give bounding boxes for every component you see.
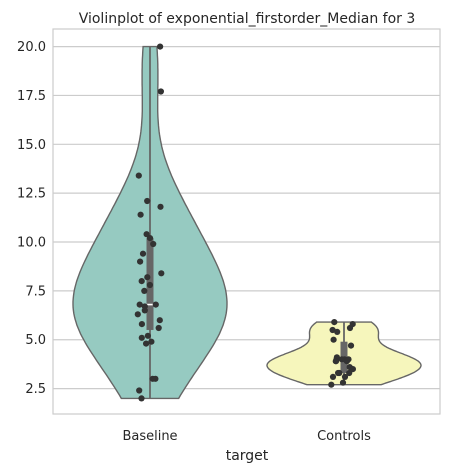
data-point bbox=[344, 358, 350, 364]
x-tick-label: Baseline bbox=[122, 429, 177, 444]
data-point bbox=[148, 339, 154, 345]
data-point bbox=[328, 382, 334, 388]
data-point bbox=[136, 173, 142, 179]
data-point bbox=[138, 212, 144, 218]
data-point bbox=[147, 282, 153, 288]
data-point bbox=[333, 358, 339, 364]
y-tick-label: 15.0 bbox=[17, 138, 46, 153]
data-point bbox=[158, 88, 164, 94]
data-point bbox=[153, 302, 159, 308]
data-point bbox=[139, 278, 145, 284]
data-point bbox=[330, 374, 336, 380]
x-axis-label: target bbox=[226, 448, 269, 464]
data-point bbox=[136, 387, 142, 393]
y-tick-label: 12.5 bbox=[17, 187, 46, 202]
data-point bbox=[143, 341, 149, 347]
chart-title: Violinplot of exponential_firstorder_Med… bbox=[79, 11, 416, 27]
data-point bbox=[348, 343, 354, 349]
data-point bbox=[139, 321, 145, 327]
data-point bbox=[144, 274, 150, 280]
data-point bbox=[140, 251, 146, 257]
data-point bbox=[139, 335, 145, 341]
data-point bbox=[141, 288, 147, 294]
data-point bbox=[137, 259, 143, 265]
y-tick-labels: 2.5 5.0 7.5 10.0 12.5 15.0 17.5 20.0 bbox=[17, 40, 46, 397]
x-tick-labels: Baseline Controls bbox=[122, 429, 371, 444]
data-point bbox=[145, 333, 151, 339]
y-tick-label: 5.0 bbox=[25, 333, 46, 348]
data-point bbox=[347, 325, 353, 331]
y-tick-label: 17.5 bbox=[17, 89, 46, 104]
data-point bbox=[331, 337, 337, 343]
data-point bbox=[342, 374, 348, 380]
x-tick-label: Controls bbox=[317, 429, 371, 444]
y-tick-label: 2.5 bbox=[25, 382, 46, 397]
data-point bbox=[142, 307, 148, 313]
data-point bbox=[138, 395, 144, 401]
data-point bbox=[150, 241, 156, 247]
data-point bbox=[158, 270, 164, 276]
y-tick-label: 20.0 bbox=[17, 40, 46, 55]
data-point bbox=[157, 317, 163, 323]
data-point bbox=[336, 370, 342, 376]
data-point bbox=[150, 376, 156, 382]
violins bbox=[73, 47, 421, 399]
data-point bbox=[144, 198, 150, 204]
data-point bbox=[156, 325, 162, 331]
y-tick-label: 7.5 bbox=[25, 284, 46, 299]
data-point bbox=[135, 311, 141, 317]
data-point bbox=[340, 380, 346, 386]
data-point bbox=[157, 44, 163, 50]
data-point bbox=[157, 204, 163, 210]
data-point bbox=[334, 329, 340, 335]
data-point bbox=[331, 319, 337, 325]
y-tick-label: 10.0 bbox=[17, 236, 46, 251]
data-point bbox=[147, 235, 153, 241]
